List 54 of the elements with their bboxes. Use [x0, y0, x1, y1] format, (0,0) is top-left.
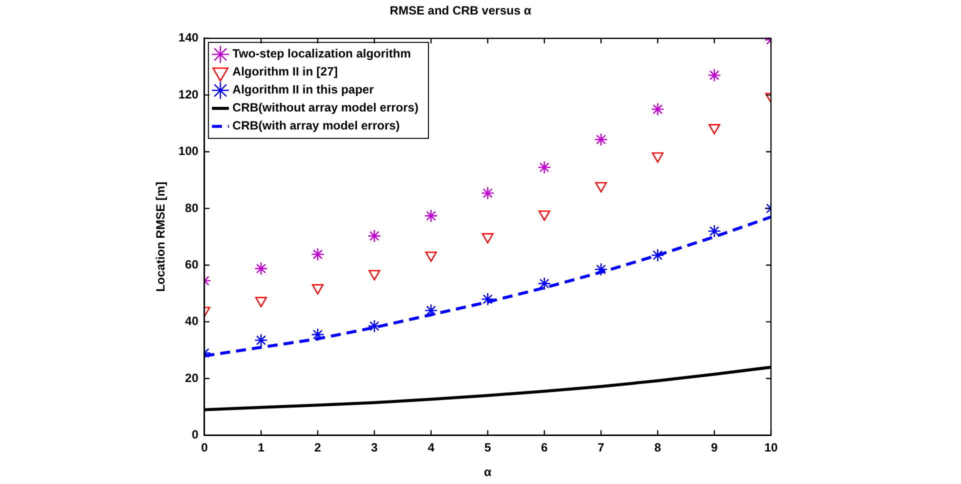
legend-label: Algorithm II in this paper	[232, 82, 374, 97]
x-tick-label: 9	[711, 440, 718, 455]
point	[538, 276, 552, 290]
y-tick-label: 20	[185, 370, 199, 385]
legend-label: Two-step localization algorithm	[232, 46, 411, 61]
y-tick-label: 0	[192, 428, 199, 442]
point	[368, 270, 380, 280]
point	[254, 334, 268, 347]
y-tick-label: 40	[185, 314, 199, 328]
point	[651, 102, 664, 116]
y-tick-label: 120	[178, 87, 199, 102]
x-tick-label: 4	[428, 440, 435, 455]
point	[538, 160, 552, 174]
x-tick-label: 10	[764, 440, 778, 455]
point	[651, 248, 664, 262]
y-axis-title: Location RMSE [m]	[154, 182, 168, 292]
legend-label: CRB(with array model errors)	[232, 118, 400, 133]
point	[652, 152, 664, 163]
point	[311, 248, 324, 262]
point	[424, 209, 438, 222]
point	[254, 262, 268, 276]
x-tick-label: 5	[484, 440, 492, 455]
point	[708, 124, 720, 134]
point	[255, 296, 267, 308]
point	[311, 328, 324, 342]
point	[424, 304, 438, 318]
y-tick-label: 80	[185, 200, 199, 215]
point	[594, 132, 608, 146]
legend-label: CRB(without array model errors)	[232, 100, 418, 115]
x-tick-label: 0	[201, 440, 208, 455]
point	[595, 182, 607, 192]
x-tick-label: 3	[371, 440, 378, 455]
x-axis-title: α	[484, 465, 492, 480]
chart-title: RMSE and CRB versus α	[390, 4, 532, 18]
point	[368, 319, 382, 333]
y-tick-label: 140	[178, 30, 199, 45]
x-tick-label: 8	[654, 440, 662, 455]
x-tick-label: 2	[314, 440, 322, 455]
point	[312, 284, 324, 294]
x-tick-label: 7	[598, 440, 605, 455]
point	[594, 262, 608, 276]
x-tick-label: 6	[541, 440, 548, 455]
point	[708, 224, 721, 238]
point	[708, 68, 721, 82]
point	[482, 233, 494, 244]
point	[481, 292, 494, 306]
point	[481, 186, 494, 200]
x-tick-label: 1	[258, 440, 265, 455]
point	[368, 229, 382, 243]
legend-label: Algorithm II in [27]	[232, 64, 338, 79]
point	[538, 210, 550, 221]
y-tick-label: 100	[178, 144, 199, 158]
point	[425, 252, 437, 262]
y-tick-label: 60	[185, 257, 199, 272]
